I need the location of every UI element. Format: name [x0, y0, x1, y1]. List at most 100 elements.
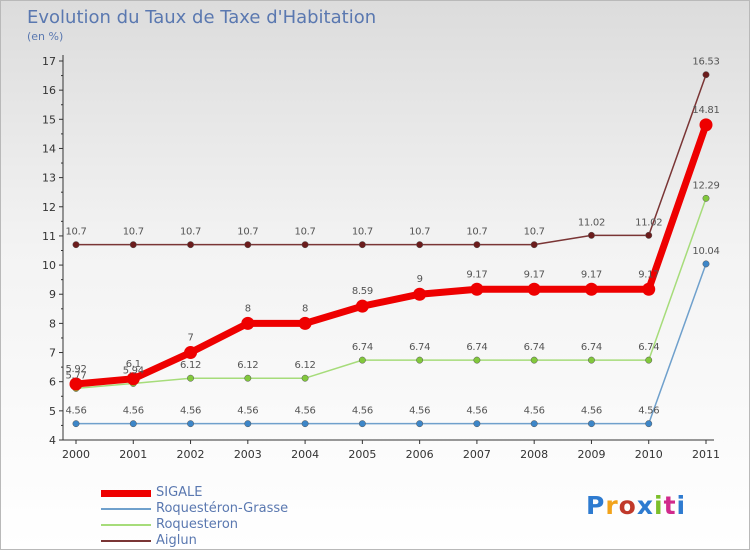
y-tick-label: 5: [49, 405, 56, 418]
y-tick-label: 16: [42, 84, 56, 97]
x-tick-label: 2009: [577, 448, 605, 461]
legend-item: Roquestéron-Grasse: [101, 501, 401, 517]
logo-letter: P: [586, 491, 606, 520]
data-point: [244, 374, 252, 382]
data-label: 4.56: [237, 406, 258, 417]
x-tick-label: 2010: [635, 448, 663, 461]
data-label: 6.74: [524, 342, 545, 353]
data-label: 10.04: [692, 246, 719, 257]
data-point: [358, 241, 366, 249]
data-label: 4.56: [409, 406, 430, 417]
data-label: 4.56: [295, 406, 316, 417]
legend-item: Roquesteron: [101, 517, 401, 533]
data-point: [527, 282, 541, 296]
y-tick-label: 8: [49, 317, 56, 330]
data-point: [187, 420, 194, 428]
y-tick-label: 11: [42, 230, 56, 243]
data-point: [473, 420, 481, 428]
data-point: [129, 241, 137, 249]
data-point: [699, 118, 713, 132]
y-tick-label: 15: [42, 113, 56, 126]
data-label: 14.81: [692, 105, 719, 116]
data-label: 16.53: [692, 57, 719, 68]
data-point: [702, 71, 710, 79]
data-label: 10.7: [352, 227, 373, 238]
data-label: 10.7: [409, 227, 430, 238]
y-tick-label: 4: [49, 434, 56, 447]
legend-item: SIGALE: [101, 485, 401, 501]
data-point: [301, 420, 309, 428]
x-tick-label: 2001: [119, 448, 147, 461]
data-point: [187, 374, 194, 382]
data-label: 6.12: [180, 360, 201, 371]
data-point: [473, 241, 481, 249]
data-point: [301, 374, 309, 382]
data-point: [244, 420, 252, 428]
data-point: [301, 241, 309, 249]
data-label: 9.17: [638, 269, 659, 280]
series-line-3: [75, 73, 707, 246]
x-tick-label: 2002: [177, 448, 205, 461]
data-label: 6.74: [638, 342, 659, 353]
legend-label: Roquesteron: [156, 517, 239, 532]
data-label: 6.1: [126, 359, 141, 370]
data-label: 10.7: [295, 227, 316, 238]
x-tick-label: 2003: [234, 448, 262, 461]
data-label: 10.7: [237, 227, 258, 238]
y-tick-label: 13: [42, 172, 56, 185]
y-tick-label: 9: [49, 288, 56, 301]
series-line-1: [75, 263, 707, 425]
data-label: 9.17: [581, 269, 602, 280]
data-point: [588, 420, 595, 428]
data-point: [72, 420, 80, 428]
x-tick-label: 2006: [406, 448, 434, 461]
x-tick-label: 2000: [62, 448, 90, 461]
legend-label: SIGALE: [156, 485, 203, 500]
data-point: [642, 282, 656, 296]
data-label: 10.7: [65, 227, 86, 238]
data-label: 6.74: [581, 342, 602, 353]
logo-letter: i: [676, 491, 687, 520]
data-point: [244, 241, 252, 249]
data-point: [72, 241, 80, 249]
data-label: 6.74: [466, 342, 487, 353]
x-tick-label: 2005: [348, 448, 376, 461]
y-tick-label: 10: [42, 259, 56, 272]
data-label: 4.56: [466, 406, 487, 417]
legend-swatch: [101, 508, 151, 510]
legend-swatch: [101, 489, 151, 497]
data-label: 4.56: [352, 406, 373, 417]
data-point: [645, 356, 653, 364]
chart-title: Evolution du Taux de Taxe d'Habitation: [27, 7, 377, 28]
data-point: [645, 420, 653, 428]
data-point: [702, 260, 710, 268]
legend-label: Aiglun: [156, 533, 197, 548]
data-point: [129, 420, 137, 428]
legend-swatch: [101, 524, 151, 526]
legend-swatch: [101, 540, 151, 542]
data-label: 8.59: [352, 286, 373, 297]
data-point: [530, 356, 538, 364]
data-label: 5.77: [65, 370, 86, 381]
data-point: [358, 420, 366, 428]
x-tick-label: 2008: [520, 448, 548, 461]
data-label: 10.7: [123, 227, 144, 238]
logo-letter: o: [618, 491, 637, 520]
data-point: [355, 299, 369, 313]
data-point: [298, 316, 312, 330]
data-point: [645, 231, 653, 239]
x-tick-label: 2004: [291, 448, 319, 461]
data-point: [530, 241, 538, 249]
chart-legend: SIGALE Roquestéron-Grasse Roquesteron Aiglu…: [101, 485, 401, 549]
data-label: 5.92: [65, 364, 86, 375]
data-label: 12.29: [692, 180, 719, 191]
data-label: 4.56: [180, 406, 201, 417]
data-label: 4.56: [581, 406, 602, 417]
data-label: 5.94: [123, 365, 144, 376]
data-label: 4.56: [638, 406, 659, 417]
logo-letter: t: [663, 491, 677, 520]
data-label: 11.02: [635, 217, 662, 228]
data-label: 8: [245, 303, 251, 314]
data-label: 11.02: [578, 217, 605, 228]
